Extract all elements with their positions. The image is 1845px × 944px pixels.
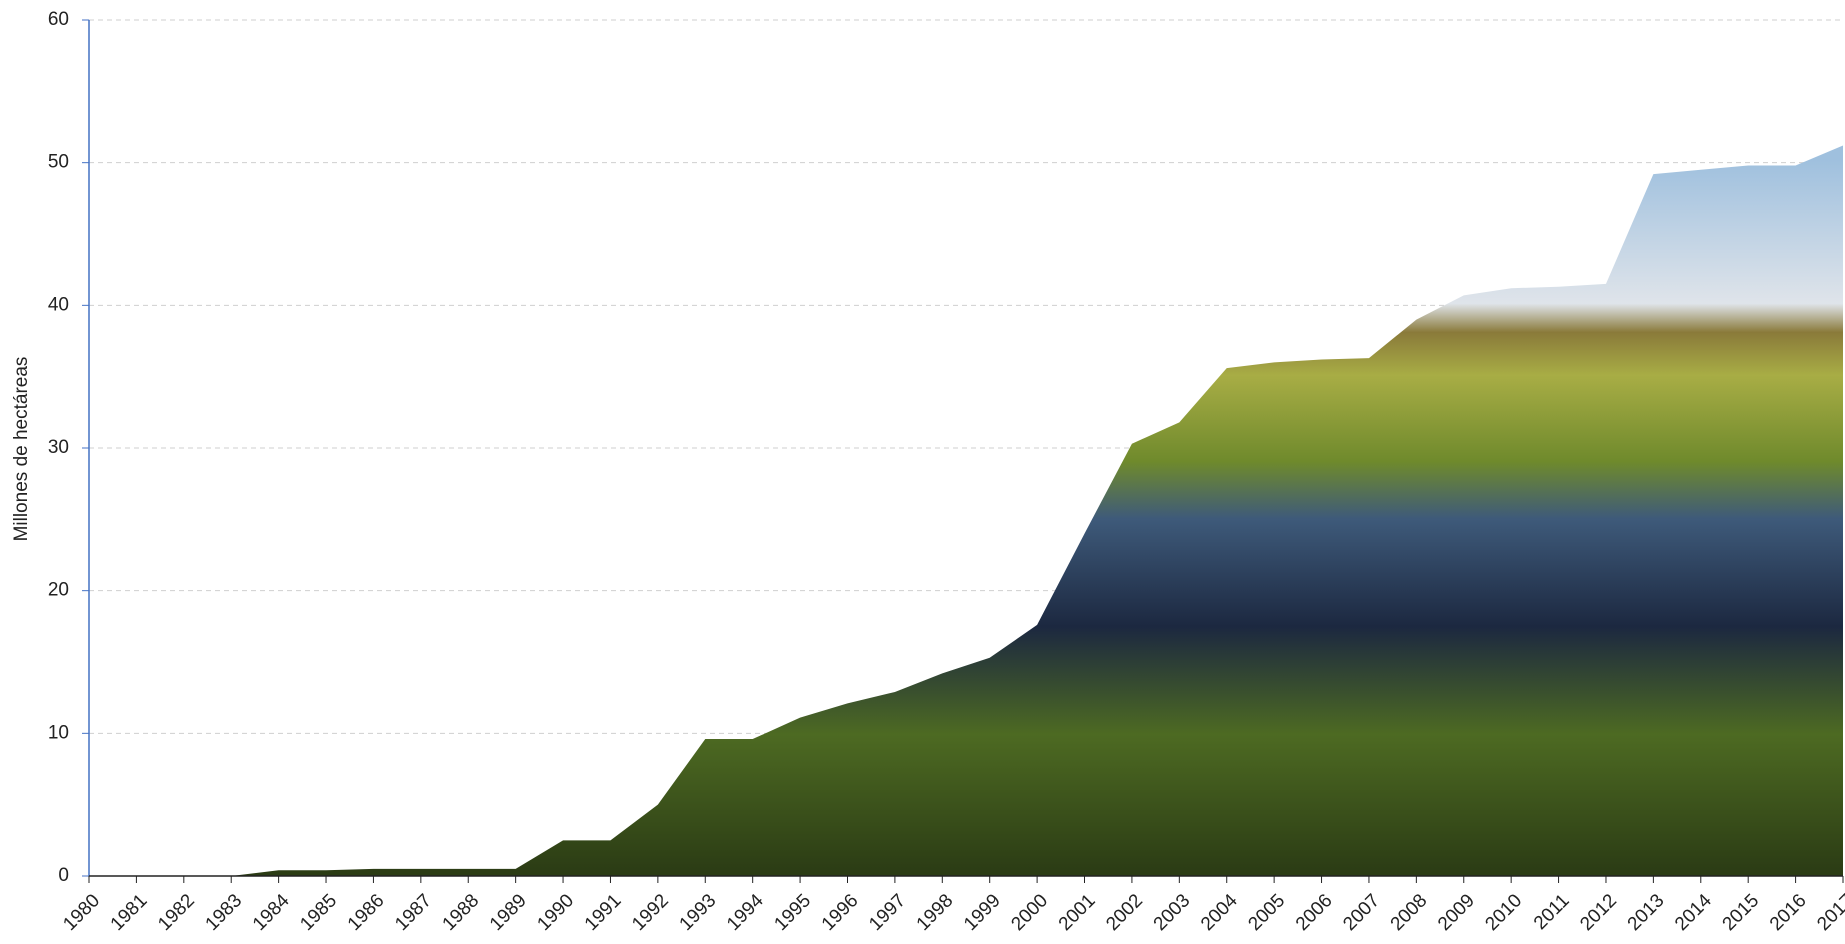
- x-tick-label: 1993: [676, 890, 721, 935]
- y-tick-label: 20: [48, 580, 69, 601]
- x-tick-label: 2017: [1813, 890, 1845, 935]
- x-tick-label: 2004: [1197, 890, 1242, 935]
- x-tick-label: 2009: [1434, 890, 1479, 935]
- x-tick-label: 2016: [1766, 890, 1811, 935]
- area: [89, 145, 1843, 877]
- x-tick-label: 1991: [581, 890, 626, 935]
- x-tick-label: 1986: [344, 890, 389, 935]
- x-tick-label: 1994: [723, 890, 768, 935]
- x-tick-label: 1992: [628, 890, 673, 935]
- x-tick-label: 1990: [533, 890, 578, 935]
- x-tick-label: 1996: [818, 890, 863, 935]
- x-tick-label: 2010: [1481, 890, 1526, 935]
- x-tick-label: 1985: [296, 890, 341, 935]
- x-tick-label: 2008: [1387, 890, 1432, 935]
- x-tick-label: 1987: [391, 890, 436, 935]
- x-tick-label: 1981: [107, 890, 152, 935]
- x-tick-label: 2007: [1339, 890, 1384, 935]
- y-tick-label: 60: [48, 9, 69, 30]
- x-tick-label: 1988: [439, 890, 484, 935]
- x-tick-label: 2003: [1150, 890, 1195, 935]
- x-tick-label: 1997: [865, 890, 910, 935]
- x-tick-label: 2014: [1671, 890, 1716, 935]
- x-tick-label: 2000: [1007, 890, 1052, 935]
- x-tick-label: 2005: [1244, 890, 1289, 935]
- x-tick-label: 1982: [154, 890, 199, 935]
- y-tick-label: 0: [58, 865, 69, 886]
- y-tick-label: 30: [48, 437, 69, 458]
- x-tick-label: 1984: [249, 890, 294, 935]
- x-tick-label: 1983: [202, 890, 247, 935]
- x-tick-label: 2002: [1102, 890, 1147, 935]
- y-tick-label: 50: [48, 152, 69, 173]
- x-tick-label: 2015: [1719, 890, 1764, 935]
- y-axis-label: Millones de hectáreas: [11, 357, 32, 542]
- x-tick-label: 2006: [1292, 890, 1337, 935]
- x-tick-label: 2012: [1576, 890, 1621, 935]
- x-tick-label: 1998: [913, 890, 958, 935]
- x-tick-label: 1995: [770, 890, 815, 935]
- x-tick-label: 2013: [1624, 890, 1669, 935]
- x-tick-label: 1980: [59, 890, 104, 935]
- x-tick-label: 2011: [1530, 890, 1574, 934]
- x-tick-label: 2001: [1055, 890, 1100, 935]
- y-tick-label: 10: [48, 722, 69, 743]
- x-tick-label: 1989: [486, 890, 531, 935]
- x-tick-label: 1999: [960, 890, 1005, 935]
- y-tick-label: 40: [48, 294, 69, 315]
